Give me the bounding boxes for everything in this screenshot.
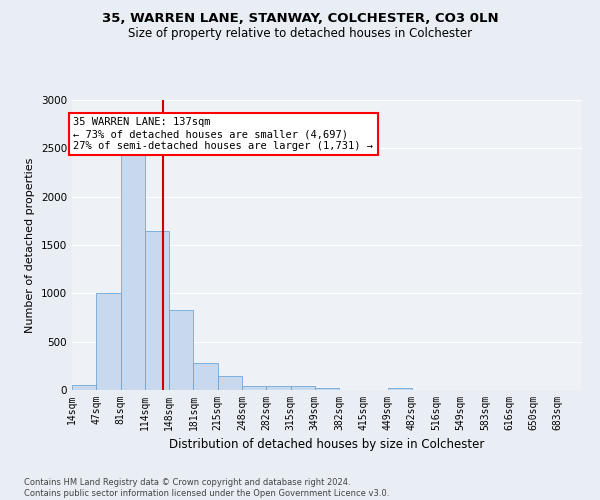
Y-axis label: Number of detached properties: Number of detached properties bbox=[25, 158, 35, 332]
Bar bbox=[315, 388, 339, 390]
Bar bbox=[72, 384, 96, 390]
Text: Contains HM Land Registry data © Crown copyright and database right 2024.
Contai: Contains HM Land Registry data © Crown c… bbox=[24, 478, 389, 498]
Bar bbox=[218, 376, 242, 390]
Bar bbox=[290, 386, 315, 390]
Bar bbox=[266, 386, 290, 390]
Text: 35 WARREN LANE: 137sqm
← 73% of detached houses are smaller (4,697)
27% of semi-: 35 WARREN LANE: 137sqm ← 73% of detached… bbox=[73, 118, 373, 150]
Bar bbox=[388, 388, 412, 390]
Bar bbox=[121, 153, 145, 390]
Text: 35, WARREN LANE, STANWAY, COLCHESTER, CO3 0LN: 35, WARREN LANE, STANWAY, COLCHESTER, CO… bbox=[101, 12, 499, 26]
Bar bbox=[145, 230, 169, 390]
X-axis label: Distribution of detached houses by size in Colchester: Distribution of detached houses by size … bbox=[169, 438, 485, 452]
Text: Size of property relative to detached houses in Colchester: Size of property relative to detached ho… bbox=[128, 28, 472, 40]
Bar bbox=[169, 310, 193, 390]
Bar bbox=[193, 363, 218, 390]
Bar bbox=[242, 386, 266, 390]
Bar bbox=[96, 294, 121, 390]
